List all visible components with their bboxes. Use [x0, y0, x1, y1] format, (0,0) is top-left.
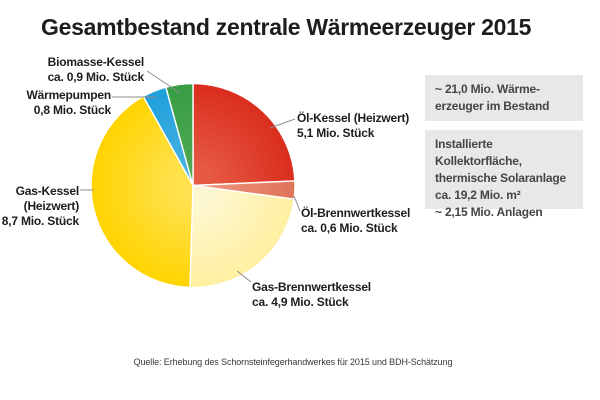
slice-label-line: 0,8 Mio. Stück	[33, 103, 111, 117]
source-note: Quelle: Erhebung des Schornsteinfegerhan…	[133, 357, 453, 367]
slice-label-line: Biomasse-Kessel	[47, 55, 145, 69]
leader-line-biomasse-kessel	[146, 70, 181, 94]
slice-label-oel-brennwertkessel: Öl-Brennwertkessel ca. 0,6 Mio. Stück	[301, 206, 410, 236]
slice-label-line: Öl-Kessel (Heizwert)	[297, 111, 410, 125]
leader-line-oel-kessel	[269, 118, 296, 129]
pie-slices	[90, 82, 296, 289]
pie-slice-gas-brennwertkessel	[189, 184, 295, 289]
slice-label-line: ca. 0,9 Mio. Stück	[47, 70, 145, 84]
pie-slice-biomasse-kessel	[165, 82, 194, 187]
info-box-line: ~ 2,15 Mio. Anlagen	[435, 205, 543, 219]
info-box-line: erzeuger im Bestand	[435, 99, 550, 113]
info-box-total-stock: ~ 21,0 Mio. Wärme- erzeuger im Bestand	[425, 75, 583, 121]
slice-label-gas-kessel: Gas-Kessel (Heizwert) 8,7 Mio. Stück	[2, 184, 79, 229]
info-box-line: Installierte Kollektorfläche,	[435, 137, 522, 168]
slice-label-line: (Heizwert)	[23, 199, 80, 213]
pie-slice-gas-kessel	[90, 95, 194, 289]
slice-label-line: Wärmepumpen	[26, 88, 112, 102]
pie-slice-oel-kessel	[192, 82, 296, 187]
slice-label-line: Gas-Kessel	[15, 184, 80, 198]
slice-label-waermepumpen: Wärmepumpen 0,8 Mio. Stück	[26, 88, 112, 118]
leader-line-oel-brennwert	[293, 195, 301, 212]
slice-label-line: 5,1 Mio. Stück	[297, 126, 375, 140]
slice-label-biomasse-kessel: Biomasse-Kessel ca. 0,9 Mio. Stück	[47, 55, 145, 85]
slice-label-line: Gas-Brennwertkessel	[252, 280, 371, 294]
info-box-line: ~ 21,0 Mio. Wärme-	[435, 82, 540, 96]
info-box-line: ca. 19,2 Mio. m²	[435, 188, 521, 202]
slice-label-line: Öl-Brennwertkessel	[301, 206, 411, 220]
chart-title: Gesamtbestand zentrale Wärmeerzeuger 201…	[41, 14, 532, 40]
slice-label-line: ca. 4,9 Mio. Stück	[252, 295, 349, 309]
leader-line-gas-brennwert	[236, 270, 252, 283]
slice-label-gas-brennwertkessel: Gas-Brennwertkessel ca. 4,9 Mio. Stück	[252, 280, 371, 310]
info-box-line: thermische Solaranlage	[435, 171, 566, 185]
slice-label-line: ca. 0,6 Mio. Stück	[301, 221, 398, 235]
slice-label-line: 8,7 Mio. Stück	[1, 214, 79, 228]
info-box-solar-collectors: Installierte Kollektorfläche, thermische…	[425, 130, 583, 219]
leader-lines	[80, 70, 301, 283]
slice-label-oel-kessel: Öl-Kessel (Heizwert) 5,1 Mio. Stück	[297, 111, 409, 141]
